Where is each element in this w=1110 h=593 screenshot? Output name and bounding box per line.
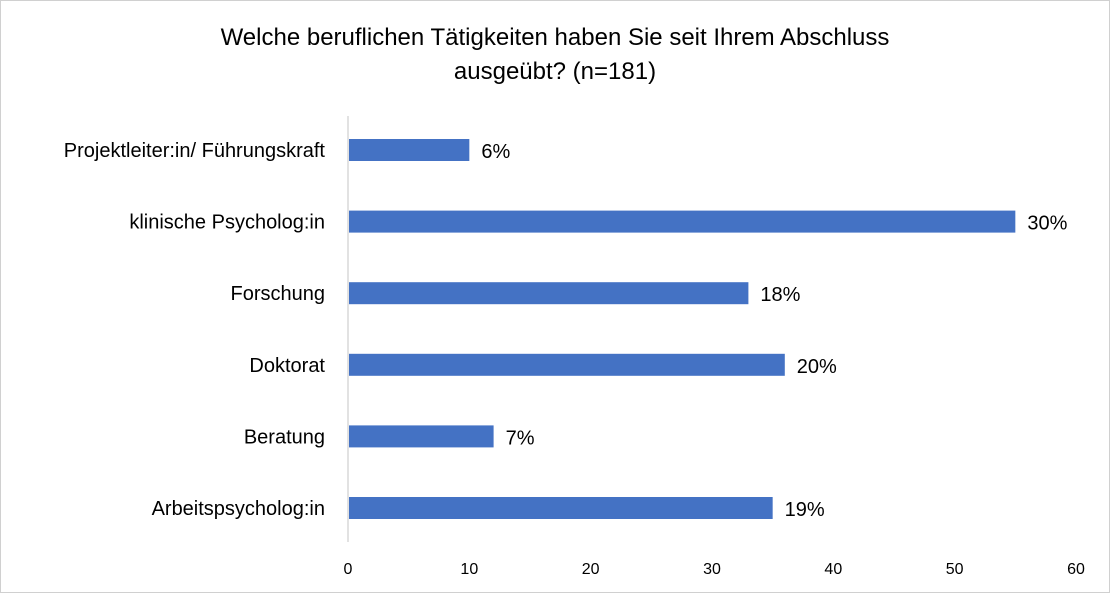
bar [349,139,470,161]
x-tick-label: 0 [344,561,353,578]
bar [349,282,749,305]
chart-title-line-1: Welche beruflichen Tätigkeiten haben Sie… [220,24,890,51]
bar [349,210,1016,233]
data-label: 7% [506,427,535,449]
category-label: Beratung [244,426,325,448]
bar [349,425,494,448]
category-label: Projektleiter:in/ Führungskraft [64,140,326,162]
category-label: klinische Psycholog:in [129,212,325,234]
data-label: 18% [760,284,800,306]
x-tick-label: 30 [703,561,721,578]
x-tick-label: 50 [946,561,964,578]
category-label: Arbeitspsycholog:in [152,498,325,520]
x-tick-label: 40 [824,561,842,578]
data-label: 20% [797,356,837,378]
x-tick-label: 10 [460,561,478,578]
chart-title-line-2: ausgeübt? (n=181) [453,58,657,85]
data-label: 30% [1027,213,1067,235]
category-label: Doktorat [249,355,325,377]
data-label: 19% [785,499,825,521]
category-label: Forschung [231,283,326,305]
x-tick-label: 20 [582,561,600,578]
x-tick-label: 60 [1067,561,1085,578]
bar [349,497,773,519]
bar [349,353,785,376]
data-label: 6% [481,141,510,163]
